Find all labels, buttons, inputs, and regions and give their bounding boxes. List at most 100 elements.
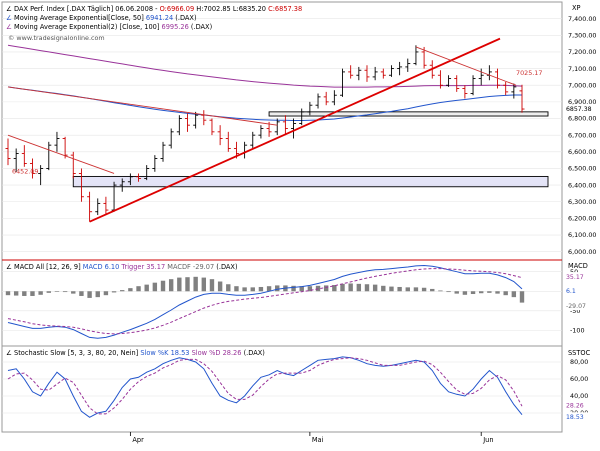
ema50-legend-symbol: ∠ <box>6 14 14 22</box>
watermark: © www.tradesignalonline.com <box>8 34 105 42</box>
macdf-histogram-bar <box>217 281 223 292</box>
svg-text:18.53: 18.53 <box>566 414 584 421</box>
stoch-legend: ∠ Stochastic Slow [5, 3, 3, 80, 20, Nein… <box>6 349 265 357</box>
svg-text:35.17: 35.17 <box>566 274 584 281</box>
xaxis-month-label: Mai <box>312 436 324 444</box>
ema50-legend-value: 6941.24 <box>146 14 173 22</box>
main-ytick-label: 6,300.00 <box>568 198 596 206</box>
ema50-legend: ∠ Moving Average Exponential[Close, 50] … <box>6 14 197 22</box>
macdf-histogram-bar <box>291 285 296 292</box>
resistance-annotation: 7025.17 <box>516 69 542 77</box>
stoch-legend-k: Slow %K 18.53 <box>140 349 189 357</box>
macdf-histogram-bar <box>160 280 166 292</box>
stoch-k-tag: 18.53 <box>563 412 591 422</box>
main-ytick-label: 6,800.00 <box>568 115 596 123</box>
main-ytick-label: 6,900.00 <box>568 98 596 106</box>
price-bar <box>299 108 305 126</box>
macdf-histogram-bar <box>128 288 133 292</box>
macd-ytick-label: -50 <box>570 307 580 315</box>
stoch-ytick-label: 60,00 <box>570 375 588 383</box>
macdf-histogram-bar <box>136 286 141 292</box>
price-bar <box>38 165 44 186</box>
macdf-histogram-bar <box>266 286 272 292</box>
price-bar <box>127 173 133 186</box>
macd-ytick-label: 50 <box>570 268 578 276</box>
macdf-histogram-bar <box>503 291 508 296</box>
legend-symbol: ∠ <box>6 5 14 13</box>
price-bar <box>282 115 288 136</box>
price-bar <box>184 113 190 132</box>
stoch-panel-frame <box>1 345 563 433</box>
price-bar <box>160 141 166 162</box>
macdf-histogram-bar <box>152 282 158 292</box>
resistance-zone-box <box>268 111 549 117</box>
macdf-histogram-bar <box>95 291 100 298</box>
support-zone-box <box>72 175 549 188</box>
stoch-d-tag: 28.26 <box>563 400 591 410</box>
svg-text:6.1: 6.1 <box>566 288 576 295</box>
macdf-histogram-bar <box>38 291 43 295</box>
price-bar <box>250 131 256 149</box>
price-bar <box>62 136 68 159</box>
macdf-histogram-bar <box>340 283 345 292</box>
macd-unit-label: MACD <box>568 262 588 270</box>
price-bar <box>136 173 142 182</box>
price-bar <box>323 91 329 106</box>
price-bar <box>21 145 27 167</box>
main-ytick-label: 6,200.00 <box>568 215 596 223</box>
price-bar <box>454 75 460 92</box>
downtrend-line-early <box>7 134 115 174</box>
macd-trigger-tag: 35.17 <box>563 272 591 282</box>
price-bar <box>372 66 378 81</box>
macdf-histogram-bar <box>201 277 207 292</box>
macd-legend-suffix: (.DAX) <box>216 263 237 271</box>
legend-close: C:6857.38 <box>268 5 302 13</box>
price-bar <box>519 84 525 113</box>
price-bar <box>95 198 101 216</box>
macdf-histogram-bar <box>381 285 386 292</box>
price-bar <box>87 191 93 222</box>
legend-low: L:6835.20 <box>233 5 266 13</box>
stoch-k-line <box>7 356 523 418</box>
price-bar <box>511 83 517 99</box>
price-bar <box>364 65 370 82</box>
price-bar <box>70 151 76 179</box>
macdf-histogram-bar <box>5 291 11 296</box>
main-ytick-label: 7,100.00 <box>568 65 596 73</box>
macdf-histogram-bar <box>299 286 304 292</box>
macdf-histogram-bar <box>168 279 174 292</box>
price-bar <box>503 81 509 96</box>
macdf-histogram-bar <box>54 291 60 292</box>
legend-open: O:6966.09 <box>160 5 195 13</box>
ema100-legend-value: 6995.26 <box>162 23 189 31</box>
main-ytick-label: 7,400.00 <box>568 15 596 23</box>
macdf-histogram-bar <box>234 286 239 292</box>
price-bar <box>168 128 174 149</box>
main-ytick-label: 6,600.00 <box>568 148 596 156</box>
price-bar <box>397 61 403 76</box>
ema100-line <box>7 44 523 88</box>
macdf-histogram-bar <box>258 286 264 292</box>
macdf-histogram-bar <box>430 288 435 292</box>
macdf-histogram-bar <box>446 291 451 293</box>
trigger-line <box>7 268 523 335</box>
macd-legend-macd: MACD 6.10 <box>83 263 120 271</box>
macdf-histogram-bar <box>275 285 280 292</box>
macdf-histogram-bar <box>356 283 362 292</box>
macdf-histogram-bar <box>22 291 27 296</box>
price-bar <box>152 155 158 172</box>
price-bar <box>29 158 35 179</box>
macd-value-tag: 6.1 <box>563 286 591 296</box>
macdf-histogram-bar <box>413 287 419 292</box>
price-bar <box>307 101 313 116</box>
macdf-histogram-bar <box>364 284 370 292</box>
price-bar <box>258 125 264 139</box>
stoch-legend-symbol: ∠ <box>6 349 14 357</box>
macdf-histogram-bar <box>454 291 459 294</box>
main-ytick-label: 6,500.00 <box>568 165 596 173</box>
stoch-ytick-label: 80,00 <box>570 358 588 366</box>
main-legend-title: DAX Perf. Index [.DAX Täglich] 06.06.200… <box>14 5 160 13</box>
main-ytick-label: 7,000.00 <box>568 81 596 89</box>
macdf-histogram-bar <box>87 291 92 298</box>
